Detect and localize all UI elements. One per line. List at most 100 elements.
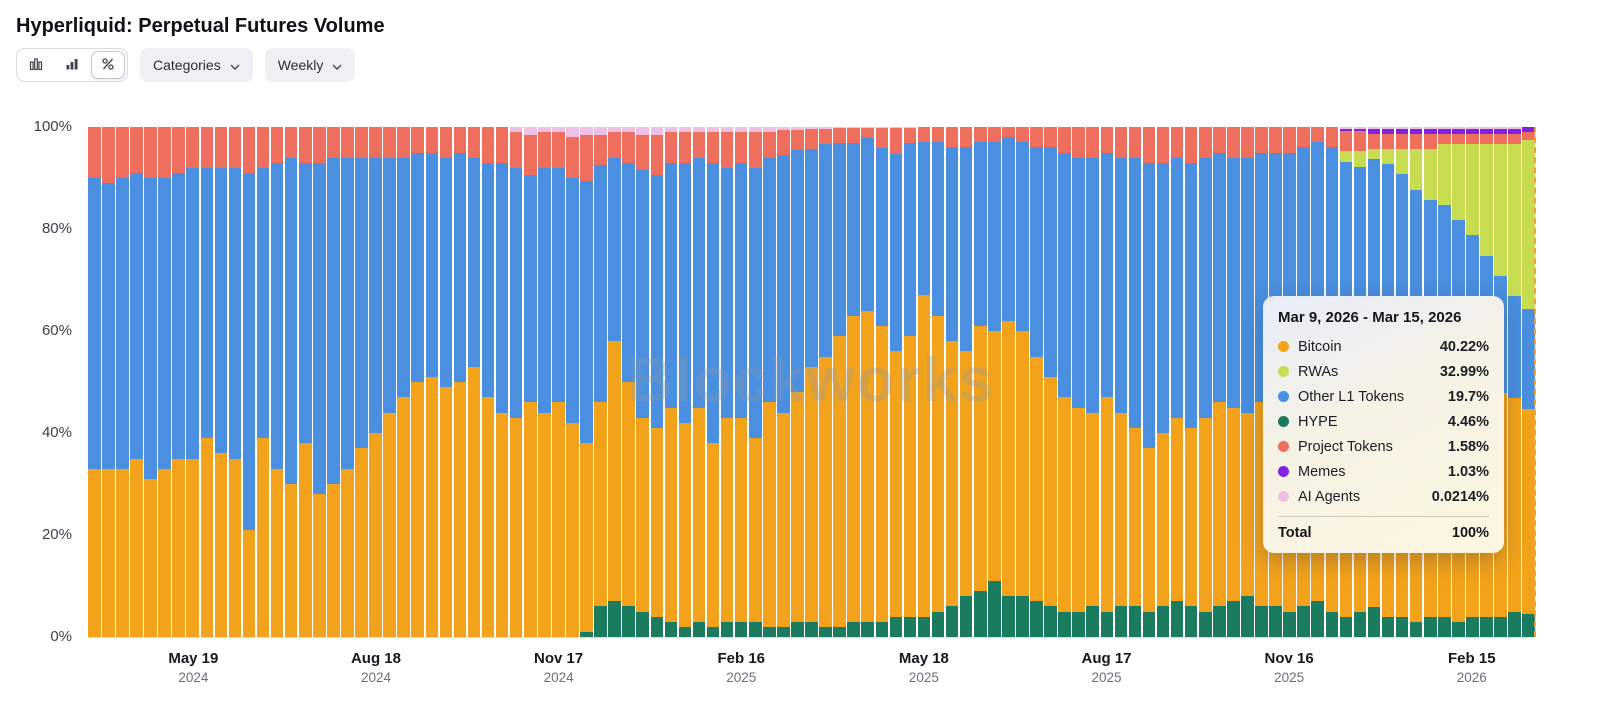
bar-week[interactable] xyxy=(284,127,298,637)
bar-segment-hype[interactable] xyxy=(678,626,692,637)
bar-segment-hype[interactable] xyxy=(1452,621,1465,637)
bar-segment-other-l1-tokens[interactable] xyxy=(1100,152,1114,398)
bar-segment-project-tokens[interactable] xyxy=(298,127,312,163)
bar-week[interactable] xyxy=(1044,127,1057,637)
bar-week[interactable] xyxy=(1058,127,1071,637)
bar-segment-other-l1-tokens[interactable] xyxy=(1170,157,1184,418)
bar-segment-bitcoin[interactable] xyxy=(1030,356,1043,602)
bar-segment-bitcoin[interactable] xyxy=(495,412,509,637)
bar-segment-bitcoin[interactable] xyxy=(481,397,495,637)
bar-week[interactable] xyxy=(931,127,945,637)
bar-segment-other-l1-tokens[interactable] xyxy=(819,143,832,357)
bar-segment-project-tokens[interactable] xyxy=(411,127,424,153)
bar-segment-hype[interactable] xyxy=(1058,611,1071,637)
bar-week[interactable] xyxy=(1002,127,1015,637)
bar-week[interactable] xyxy=(1114,127,1128,637)
bar-segment-other-l1-tokens[interactable] xyxy=(102,183,115,469)
bar-week[interactable] xyxy=(425,127,439,637)
bar-week[interactable] xyxy=(917,127,931,637)
bar-segment-bitcoin[interactable] xyxy=(664,407,678,622)
bar-week[interactable] xyxy=(228,127,242,637)
bar-segment-bitcoin[interactable] xyxy=(369,433,382,637)
bar-segment-rwas[interactable] xyxy=(1395,148,1409,175)
bar-week[interactable] xyxy=(509,127,523,637)
bar-segment-ai-agents[interactable] xyxy=(664,127,678,133)
bar-segment-ai-agents[interactable] xyxy=(1423,127,1437,129)
bar-segment-project-tokens[interactable] xyxy=(650,134,664,176)
bar-segment-other-l1-tokens[interactable] xyxy=(706,162,720,444)
bar-week[interactable] xyxy=(692,127,706,637)
bar-segment-other-l1-tokens[interactable] xyxy=(1044,147,1057,377)
bar-segment-hype[interactable] xyxy=(1353,611,1367,637)
bar-week[interactable] xyxy=(130,127,143,637)
bar-segment-bitcoin[interactable] xyxy=(777,412,790,627)
bar-segment-hype[interactable] xyxy=(1395,616,1409,637)
bar-segment-other-l1-tokens[interactable] xyxy=(481,162,495,398)
bar-segment-hype[interactable] xyxy=(1438,616,1451,637)
bar-segment-project-tokens[interactable] xyxy=(1494,133,1507,144)
bar-segment-project-tokens[interactable] xyxy=(369,127,382,158)
bar-segment-project-tokens[interactable] xyxy=(917,127,931,143)
bar-segment-hype[interactable] xyxy=(1114,606,1128,637)
bar-segment-other-l1-tokens[interactable] xyxy=(763,157,776,403)
bar-segment-hype[interactable] xyxy=(1072,611,1085,637)
bar-segment-ai-agents[interactable] xyxy=(889,127,903,129)
bar-segment-hype[interactable] xyxy=(847,621,860,637)
bar-segment-bitcoin[interactable] xyxy=(734,417,748,622)
bar-segment-other-l1-tokens[interactable] xyxy=(1184,162,1198,428)
bar-segment-other-l1-tokens[interactable] xyxy=(861,138,874,311)
bar-segment-bitcoin[interactable] xyxy=(1227,407,1240,602)
bar-segment-hype[interactable] xyxy=(805,621,818,637)
bar-week[interactable] xyxy=(945,127,959,637)
bar-segment-project-tokens[interactable] xyxy=(228,127,242,168)
bar-segment-project-tokens[interactable] xyxy=(538,132,551,168)
bar-segment-project-tokens[interactable] xyxy=(1030,127,1043,148)
bar-segment-project-tokens[interactable] xyxy=(692,132,706,158)
bar-segment-other-l1-tokens[interactable] xyxy=(144,178,157,479)
bar-segment-hype[interactable] xyxy=(777,626,790,637)
bar-segment-project-tokens[interactable] xyxy=(1409,133,1423,149)
bar-segment-project-tokens[interactable] xyxy=(256,127,270,168)
bar-segment-project-tokens[interactable] xyxy=(284,127,298,158)
bar-segment-project-tokens[interactable] xyxy=(566,137,579,179)
bar-segment-ai-agents[interactable] xyxy=(833,127,846,129)
bar-segment-other-l1-tokens[interactable] xyxy=(1522,308,1535,410)
bar-segment-project-tokens[interactable] xyxy=(1058,127,1071,153)
bar-segment-bitcoin[interactable] xyxy=(959,351,973,597)
bar-segment-project-tokens[interactable] xyxy=(819,128,832,144)
bar-segment-hype[interactable] xyxy=(1198,611,1212,637)
bar-week[interactable] xyxy=(833,127,846,637)
bar-segment-other-l1-tokens[interactable] xyxy=(186,167,199,459)
bar-segment-ai-agents[interactable] xyxy=(1438,127,1451,129)
bar-week[interactable] xyxy=(678,127,692,637)
bar-segment-project-tokens[interactable] xyxy=(355,127,368,158)
bar-week[interactable] xyxy=(650,127,664,637)
bar-segment-hype[interactable] xyxy=(763,626,776,637)
bar-segment-project-tokens[interactable] xyxy=(1438,133,1451,144)
bar-segment-project-tokens[interactable] xyxy=(1170,127,1184,158)
bar-segment-other-l1-tokens[interactable] xyxy=(1156,162,1170,434)
bar-segment-bitcoin[interactable] xyxy=(102,468,115,637)
bar-segment-bitcoin[interactable] xyxy=(847,315,860,622)
bar-segment-hype[interactable] xyxy=(1030,601,1043,637)
bar-segment-project-tokens[interactable] xyxy=(509,132,523,168)
bar-segment-project-tokens[interactable] xyxy=(383,127,396,158)
bar-segment-hype[interactable] xyxy=(1311,601,1324,637)
bar-segment-memes[interactable] xyxy=(1423,128,1437,134)
bar-segment-hype[interactable] xyxy=(1466,616,1479,637)
bar-segment-project-tokens[interactable] xyxy=(973,127,987,143)
bar-segment-other-l1-tokens[interactable] xyxy=(425,152,439,377)
bar-segment-memes[interactable] xyxy=(1381,128,1395,134)
bar-segment-project-tokens[interactable] xyxy=(889,128,903,154)
bar-segment-bitcoin[interactable] xyxy=(284,484,298,637)
bar-segment-project-tokens[interactable] xyxy=(1100,127,1114,153)
bar-segment-project-tokens[interactable] xyxy=(1002,127,1015,138)
bar-segment-project-tokens[interactable] xyxy=(200,127,214,168)
bar-segment-project-tokens[interactable] xyxy=(931,127,945,143)
bar-segment-bitcoin[interactable] xyxy=(130,458,143,637)
bar-segment-project-tokens[interactable] xyxy=(102,127,115,184)
bar-week[interactable] xyxy=(959,127,973,637)
bar-week[interactable] xyxy=(242,127,256,637)
bar-week[interactable] xyxy=(200,127,214,637)
bar-segment-ai-agents[interactable] xyxy=(819,127,832,129)
